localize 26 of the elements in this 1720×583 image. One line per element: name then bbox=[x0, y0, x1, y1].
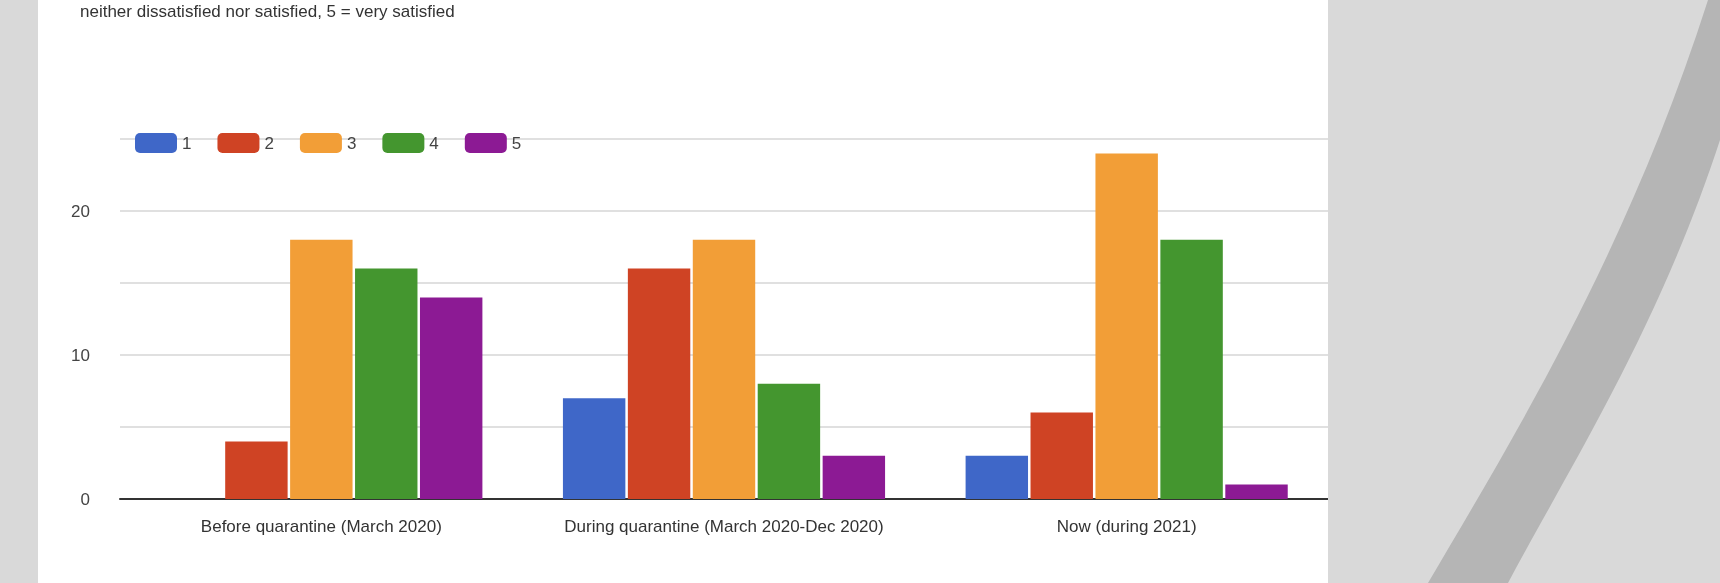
bar bbox=[822, 455, 886, 499]
legend-label: 2 bbox=[264, 133, 274, 153]
legend-label: 1 bbox=[182, 133, 192, 153]
bar bbox=[225, 441, 288, 499]
x-tick-label: During quarantine (March 2020-Dec 2020) bbox=[564, 516, 884, 536]
bar bbox=[290, 239, 353, 499]
legend-label: 3 bbox=[346, 133, 357, 153]
bar bbox=[692, 239, 756, 499]
x-tick-label: Before quarantine (March 2020) bbox=[200, 516, 442, 536]
bar bbox=[1225, 484, 1288, 499]
bar bbox=[355, 268, 418, 499]
y-tick-label: 10 bbox=[71, 345, 90, 365]
legend-label: 4 bbox=[429, 133, 439, 153]
bar bbox=[1030, 412, 1093, 499]
bar bbox=[627, 268, 691, 499]
bar bbox=[562, 398, 626, 499]
bar bbox=[419, 297, 483, 499]
legend-label: 5 bbox=[511, 133, 522, 153]
bar bbox=[757, 383, 821, 499]
chart-subtitle: neither dissatisfied nor satisfied, 5 = very satisfied bbox=[80, 2, 455, 22]
bar bbox=[965, 455, 1029, 499]
bar bbox=[1095, 153, 1158, 499]
x-tick-label: Now (during 2021) bbox=[1056, 516, 1197, 536]
bar bbox=[1160, 239, 1223, 499]
y-tick-label: 20 bbox=[71, 201, 90, 221]
y-tick-label: 0 bbox=[80, 489, 90, 509]
